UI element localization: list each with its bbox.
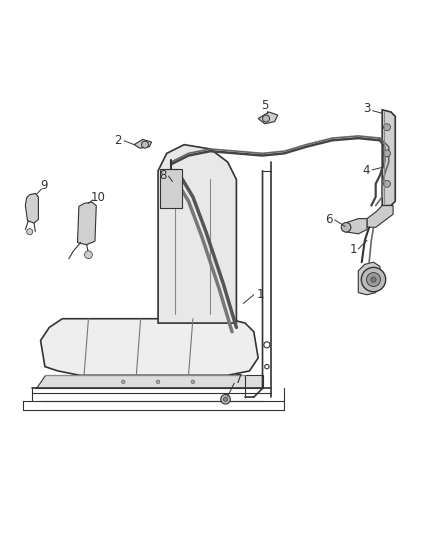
Text: 8: 8	[159, 168, 167, 182]
Circle shape	[191, 380, 194, 384]
Text: 10: 10	[91, 191, 106, 204]
Circle shape	[384, 150, 391, 157]
Circle shape	[384, 124, 391, 131]
Polygon shape	[25, 193, 39, 223]
Circle shape	[341, 223, 351, 232]
Polygon shape	[41, 319, 258, 375]
Text: 9: 9	[40, 179, 48, 192]
Circle shape	[27, 229, 33, 235]
Polygon shape	[36, 375, 262, 389]
Text: 1: 1	[349, 243, 357, 256]
Bar	[160, 168, 182, 208]
Circle shape	[141, 141, 148, 148]
Polygon shape	[258, 112, 278, 124]
Circle shape	[223, 397, 228, 401]
Polygon shape	[134, 140, 152, 148]
Polygon shape	[358, 262, 380, 295]
Text: 3: 3	[363, 102, 371, 116]
Circle shape	[361, 268, 386, 292]
Circle shape	[156, 380, 160, 384]
Circle shape	[371, 277, 376, 282]
Circle shape	[121, 380, 125, 384]
Circle shape	[384, 180, 391, 187]
Text: 1: 1	[257, 288, 264, 301]
Text: 7: 7	[235, 373, 242, 386]
Circle shape	[367, 272, 381, 287]
Circle shape	[221, 394, 230, 404]
Polygon shape	[382, 110, 395, 206]
Text: 4: 4	[362, 164, 370, 177]
Text: 2: 2	[114, 134, 122, 147]
Polygon shape	[78, 202, 96, 245]
Polygon shape	[158, 144, 237, 323]
Polygon shape	[367, 206, 393, 228]
Circle shape	[85, 251, 92, 259]
Text: 6: 6	[325, 213, 332, 226]
Circle shape	[262, 115, 269, 122]
Circle shape	[265, 365, 269, 369]
Polygon shape	[345, 219, 367, 234]
Text: 5: 5	[261, 99, 268, 112]
Circle shape	[264, 342, 270, 348]
